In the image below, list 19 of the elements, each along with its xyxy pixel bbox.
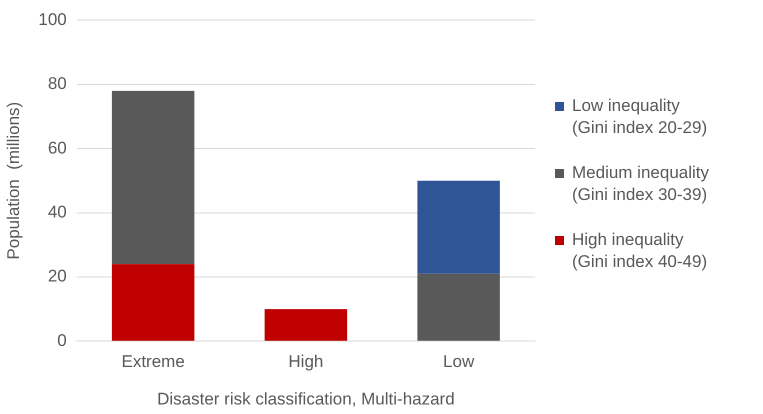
y-tick-label: 80 (48, 74, 67, 94)
x-tick-label: Extreme (121, 352, 185, 372)
x-tick-label: Low (443, 352, 475, 372)
bar (417, 180, 500, 274)
x-tick-label: High (288, 352, 324, 372)
y-tick-label: 40 (48, 202, 67, 222)
legend-label: High inequality (Gini index 40-49) (572, 229, 708, 273)
y-tick-label: 20 (48, 266, 67, 286)
legend-label: Medium inequality (Gini index 30-39) (572, 162, 710, 206)
legend-label: Low inequality (Gini index 20-29) (572, 95, 708, 139)
y-tick-label: 60 (48, 138, 67, 158)
y-axis-title: Population (millions) (4, 102, 23, 260)
y-tick-label: 100 (38, 10, 67, 29)
bar (417, 274, 500, 341)
bar (264, 309, 348, 341)
x-axis-title: Disaster risk classification, Multi-hazard (157, 389, 455, 408)
bar (112, 264, 194, 341)
y-tick-label: 0 (57, 330, 67, 350)
bar (112, 90, 194, 264)
